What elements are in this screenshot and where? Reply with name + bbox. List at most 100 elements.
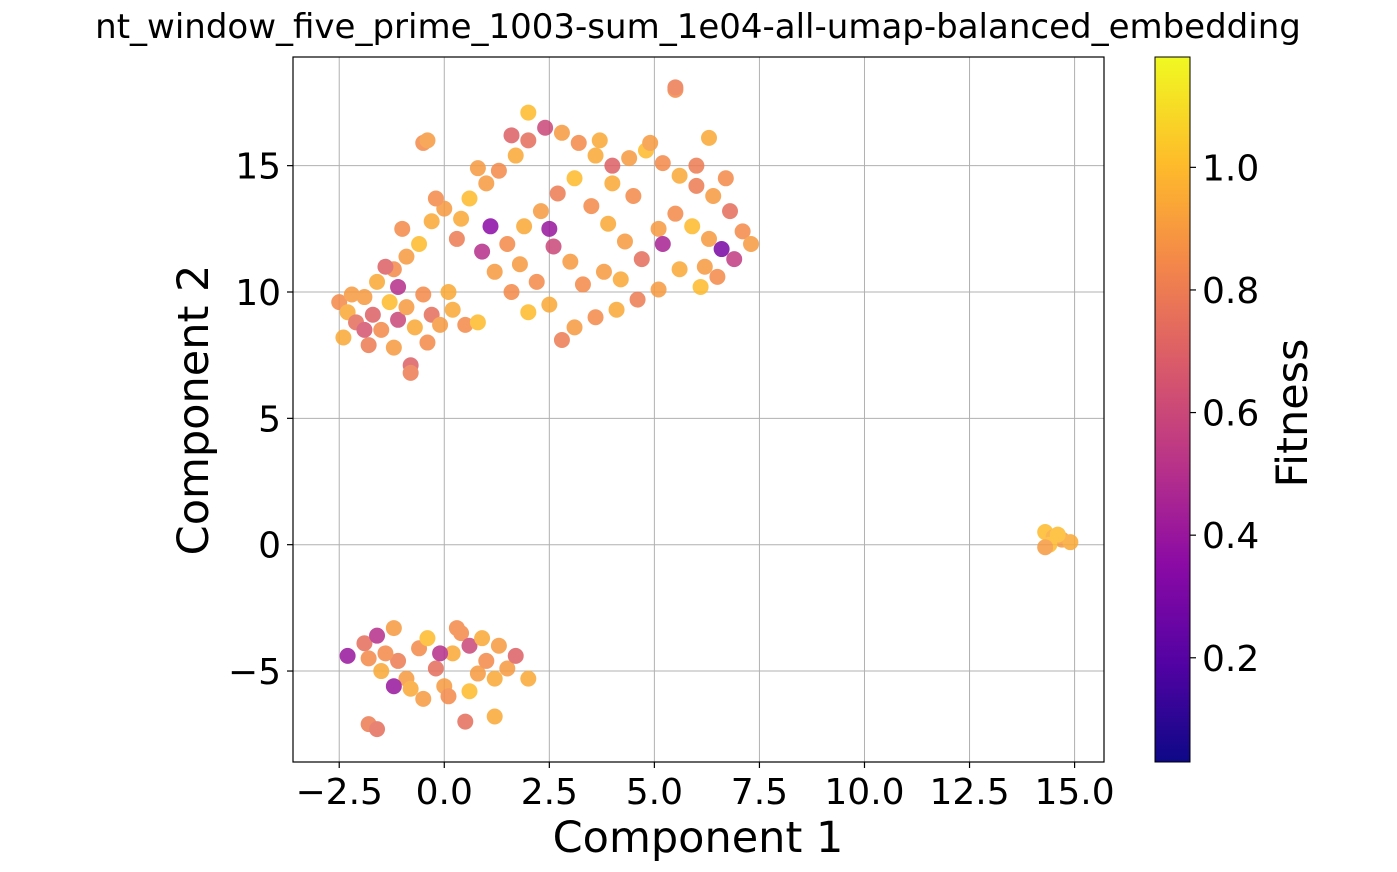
scatter-point	[385, 339, 402, 356]
scatter-point	[369, 721, 386, 738]
scatter-point	[427, 660, 444, 677]
scatter-point	[486, 263, 503, 280]
scatter-point	[499, 660, 516, 677]
scatter-point	[444, 301, 461, 318]
scatter-point	[402, 680, 419, 697]
scatter-point	[339, 647, 356, 664]
scatter-point	[642, 134, 659, 151]
scatter-point	[520, 304, 537, 321]
scatter-point	[474, 243, 491, 260]
scatter-point	[448, 230, 465, 247]
y-axis-ticks: −5 0 5 10 15	[228, 147, 293, 693]
scatter-point	[650, 220, 667, 237]
x-tick-label: 15.0	[1035, 772, 1115, 813]
scatter-point	[705, 187, 722, 204]
scatter-point	[625, 187, 642, 204]
scatter-point	[574, 276, 591, 293]
scatter-point	[684, 218, 701, 235]
scatter-point	[343, 286, 360, 303]
scatter-point	[507, 147, 524, 164]
x-tick-label: 0.0	[416, 772, 473, 813]
scatter-point	[461, 637, 478, 654]
scatter-point	[411, 235, 428, 252]
y-tick-label: 10	[235, 273, 281, 314]
scatter-point	[373, 321, 390, 338]
scatter-point	[545, 238, 562, 255]
scatter-point	[667, 205, 684, 222]
scatter-point	[406, 319, 423, 336]
chart-title: nt_window_five_prime_1003-sum_1e04-all-u…	[95, 7, 1301, 47]
scatter-point	[499, 235, 516, 252]
scatter-point	[566, 319, 583, 336]
scatter-point	[671, 261, 688, 278]
scatter-point	[734, 223, 751, 240]
scatter-point	[621, 150, 638, 167]
y-tick-label: −5	[228, 652, 281, 693]
scatter-point	[369, 627, 386, 644]
scatter-point	[381, 294, 398, 311]
colorbar-tick-label: 0.6	[1202, 394, 1259, 435]
scatter-point	[469, 160, 486, 177]
scatter-point	[335, 329, 352, 346]
scatter-point	[654, 155, 671, 172]
x-axis-label: Component 1	[553, 813, 844, 863]
scatter-point	[402, 364, 419, 381]
scatter-point	[688, 157, 705, 174]
scatter-point	[516, 218, 533, 235]
y-tick-label: 15	[235, 147, 281, 188]
colorbar-tick-label: 1.0	[1202, 148, 1259, 189]
y-axis-label: Component 2	[169, 265, 219, 556]
scatter-point	[520, 104, 537, 121]
scatter-point	[478, 652, 495, 669]
scatter-point	[478, 175, 495, 192]
scatter-point	[570, 134, 587, 151]
colorbar-label: Fitness	[1268, 339, 1318, 488]
scatter-point	[490, 162, 507, 179]
x-axis-ticks: −2.5 0.0 2.5 5.0 7.5 10.0 12.5 15.0	[296, 762, 1115, 813]
scatter-point	[385, 620, 402, 637]
scatter-point	[562, 253, 579, 270]
scatter-point	[1037, 539, 1054, 556]
scatter-point	[633, 251, 650, 268]
scatter-point	[1062, 534, 1079, 551]
plot-frame	[292, 56, 1105, 763]
scatter-point	[356, 321, 373, 338]
scatter-point	[394, 220, 411, 237]
scatter-point	[457, 316, 474, 333]
scatter-point	[511, 256, 528, 273]
scatter-point	[717, 170, 734, 187]
scatter-point	[390, 278, 407, 295]
scatter-point	[553, 124, 570, 141]
scatter-point	[356, 635, 373, 652]
scatter-point	[419, 630, 436, 647]
scatter-point	[520, 670, 537, 687]
scatter-point	[616, 233, 633, 250]
scatter-point	[722, 203, 739, 220]
scatter-point	[503, 127, 520, 144]
y-tick-label: 5	[258, 399, 281, 440]
x-tick-label: 12.5	[929, 772, 1009, 813]
scatter-point	[583, 198, 600, 215]
scatter-point	[604, 157, 621, 174]
scatter-point	[528, 273, 545, 290]
scatter-point	[360, 650, 377, 667]
scatter-point	[600, 215, 617, 232]
scatter-point	[398, 299, 415, 316]
x-tick-label: 5.0	[626, 772, 683, 813]
scatter-point	[591, 132, 608, 149]
scatter-point	[440, 688, 457, 705]
scatter-point	[629, 291, 646, 308]
scatter-point	[390, 311, 407, 328]
scatter-point	[701, 129, 718, 146]
scatter-point	[377, 645, 394, 662]
scatter-point	[415, 286, 432, 303]
scatter-point	[432, 316, 449, 333]
scatter-point	[743, 235, 760, 252]
scatter-point	[373, 663, 390, 680]
y-tick-label: 0	[258, 526, 281, 567]
scatter-point	[423, 213, 440, 230]
scatter-point	[726, 251, 743, 268]
scatter-point	[541, 220, 558, 237]
scatter-point	[364, 306, 381, 323]
